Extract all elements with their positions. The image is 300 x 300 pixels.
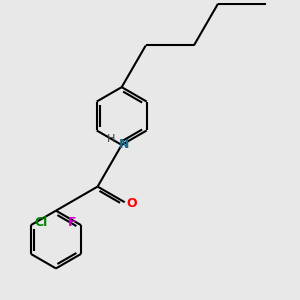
Text: O: O: [126, 197, 137, 210]
Text: N: N: [119, 138, 130, 152]
Text: Cl: Cl: [34, 216, 47, 229]
Text: F: F: [68, 216, 77, 229]
Text: H: H: [107, 134, 116, 144]
